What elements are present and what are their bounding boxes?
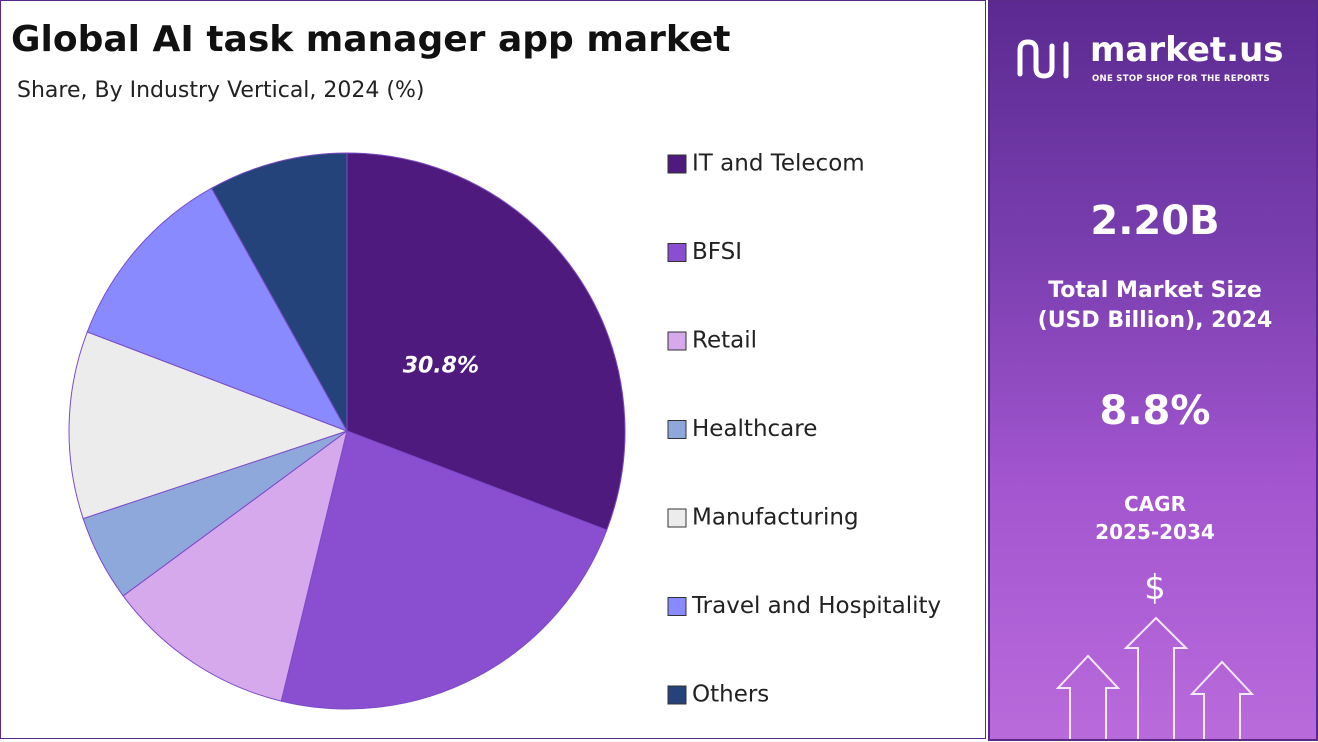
legend-swatch [667,331,687,351]
brand-tagline: ONE STOP SHOP FOR THE REPORTS [1092,74,1270,84]
brand-logo-icon [1017,39,1069,79]
cagr-value: 8.8% [1099,388,1211,434]
legend-swatch [667,597,687,616]
dollar-icon: $ [1144,568,1166,608]
legend-swatch [667,420,687,439]
panel-graphics [1017,39,1255,739]
market-size: 2.20B [1090,198,1220,244]
pie-slice [68,331,349,520]
arrow-icons [1055,616,1255,739]
legend-label: BFSI [692,239,742,265]
pie-slice [346,152,626,531]
pie-slice [280,430,608,710]
legend-swatch [667,243,687,262]
brand-name: market.us [1090,30,1284,70]
data-label: 30.8% [403,353,479,378]
legend-label: Others [692,682,769,708]
market-size-label: Total Market Size [1048,278,1262,303]
pie-slice [86,187,349,432]
legend-swatch [667,508,687,528]
summary-panel: market.us ONE STOP SHOP FOR THE REPORTS … [988,0,1318,741]
chart-area: Global AI task manager app market Share,… [0,0,986,739]
legend-label: IT and Telecom [692,151,865,177]
legend-label: Manufacturing [692,505,859,531]
market-size-label: (USD Billion), 2024 [1037,308,1273,333]
legend-swatch [667,154,687,174]
cagr-label: CAGR [1124,492,1186,516]
chart-title: Global AI task manager app market [11,19,730,60]
chart-subtitle: Share, By Industry Vertical, 2024 (%) [17,78,424,103]
legend-label: Retail [692,328,757,354]
legend-swatch [667,685,687,705]
pie-slice [122,429,348,702]
cagr-period: 2025-2034 [1095,520,1215,544]
legend-label: Healthcare [692,416,817,442]
chart: Global AI task manager app market Share,… [11,19,941,710]
pie-slice [210,152,348,433]
legend-label: Travel and Hospitality [691,593,941,619]
